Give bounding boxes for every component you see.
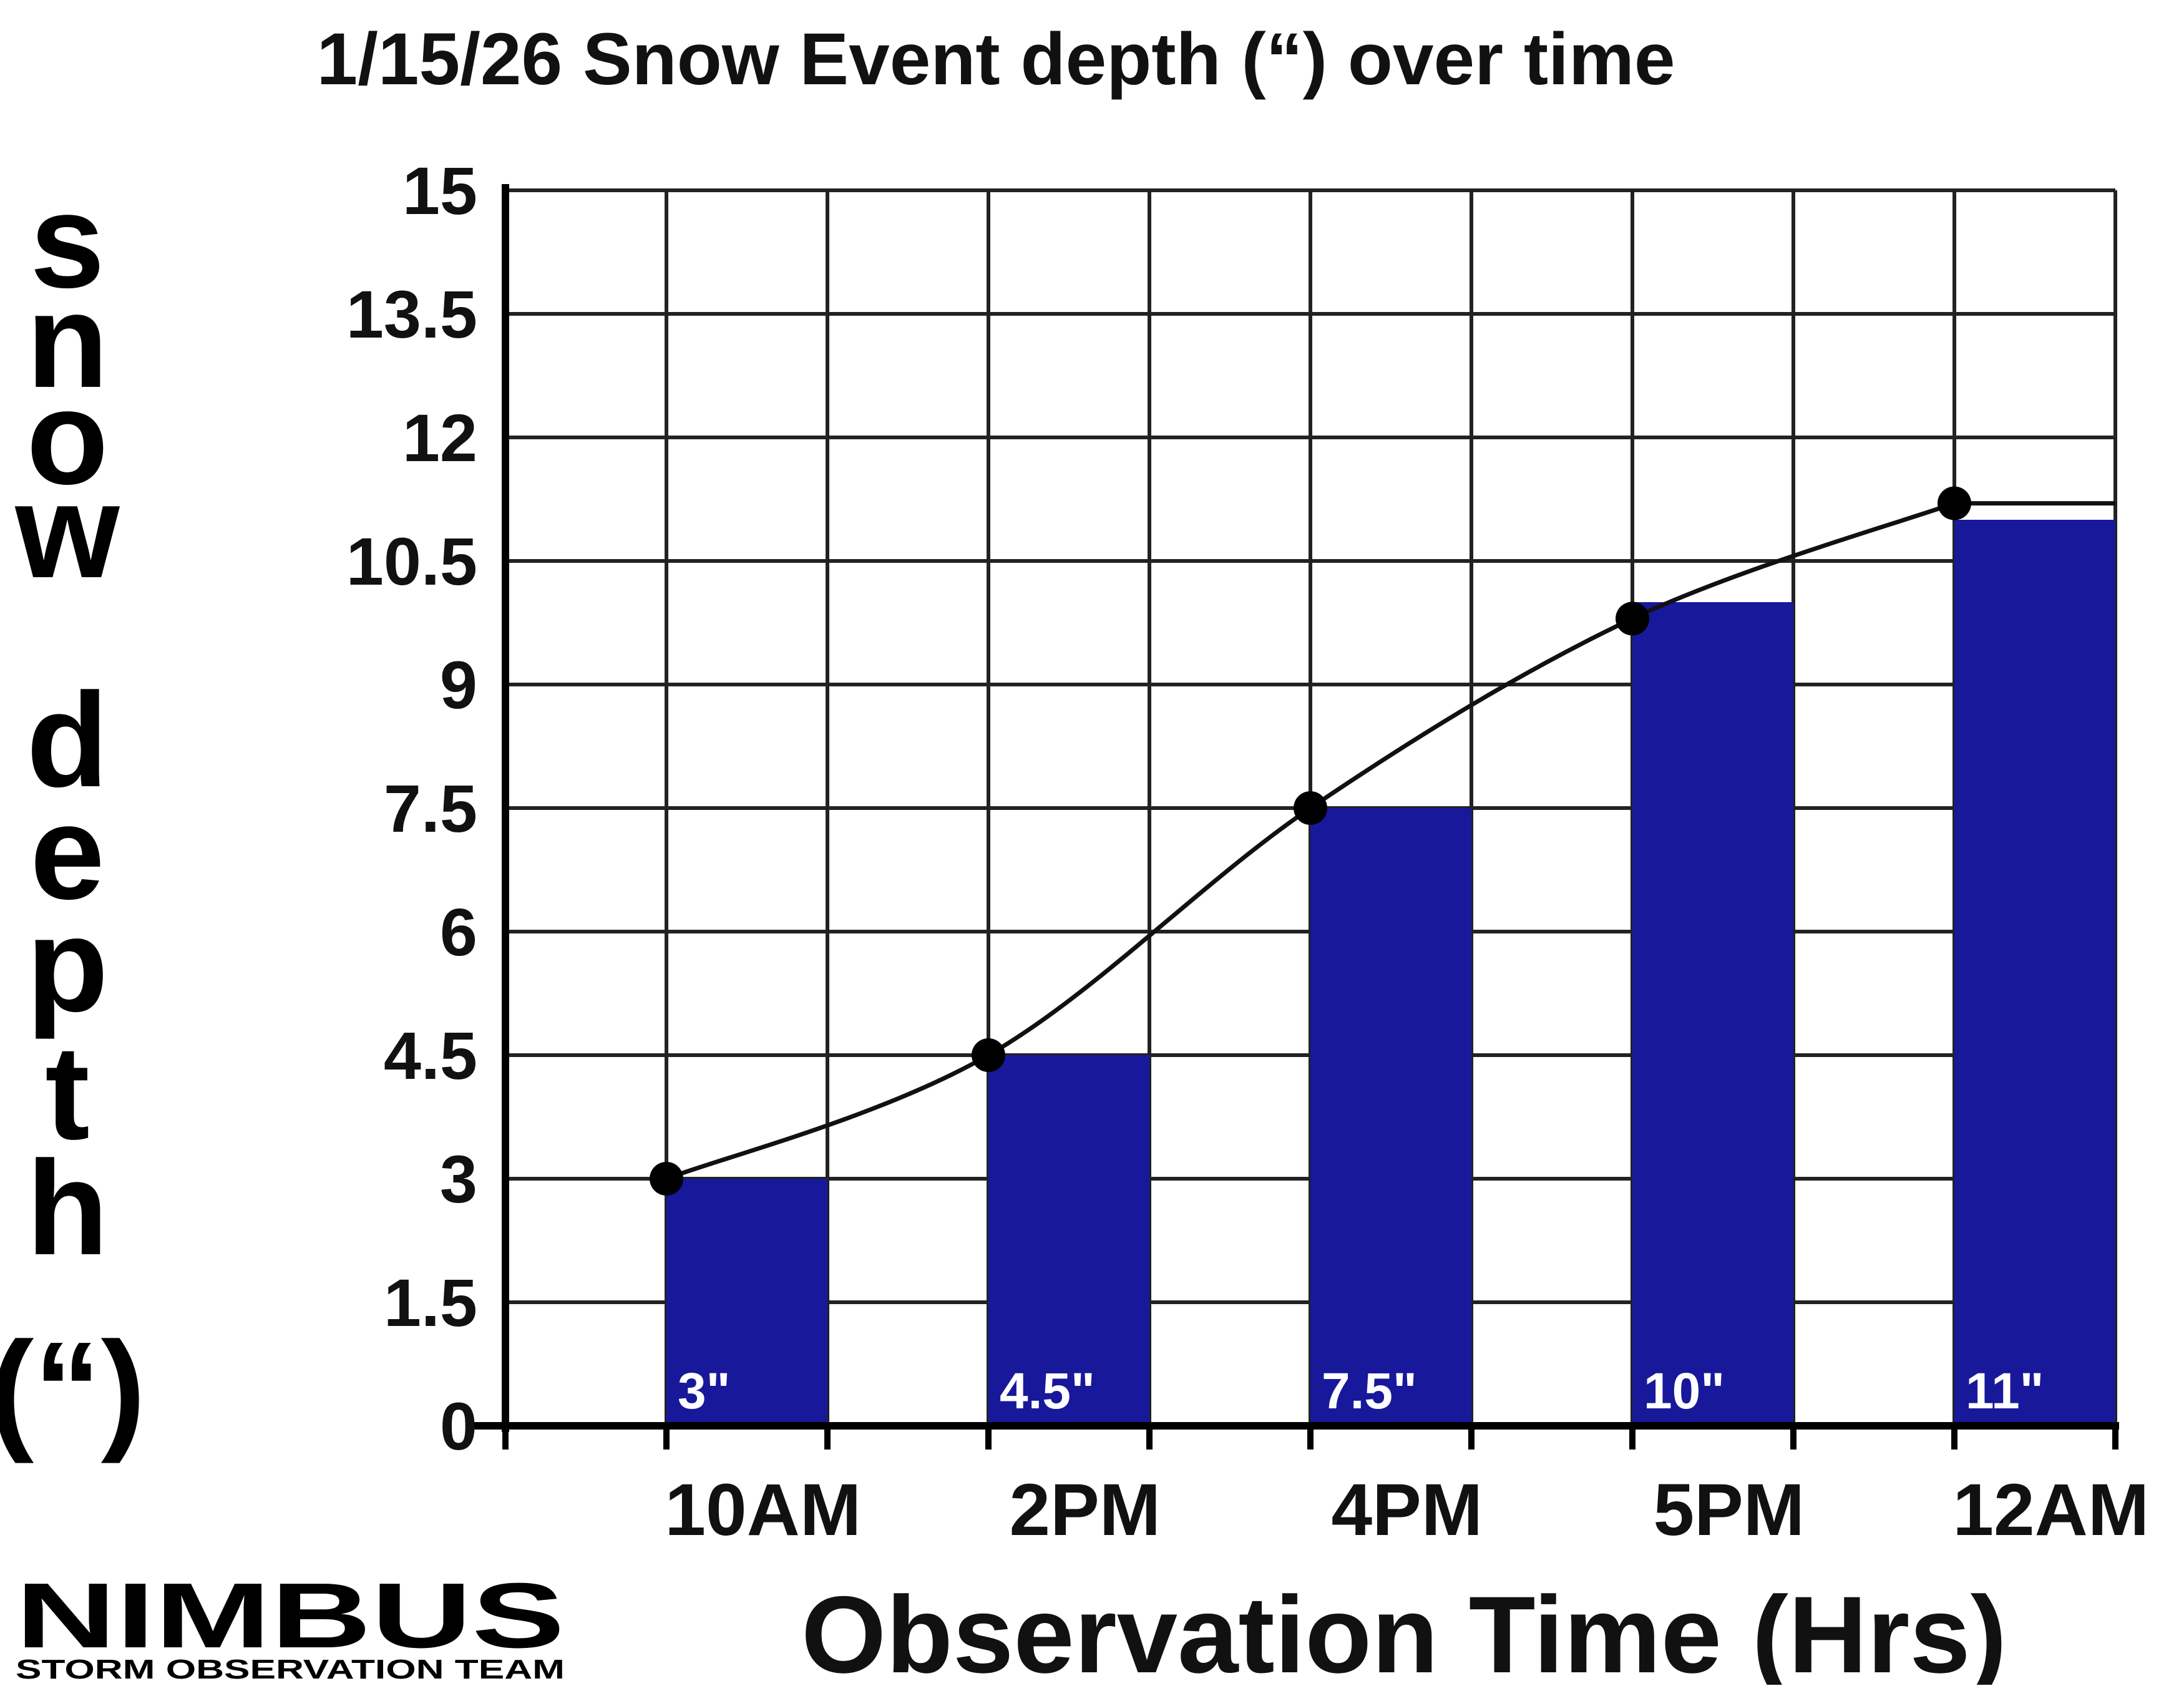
- y-axis-label-char: w: [14, 456, 120, 606]
- bar-value-label: 11": [1966, 1363, 2044, 1420]
- x-tick-label: 4PM: [1331, 1469, 1483, 1551]
- logo-wordmark: NIMBUS: [16, 1576, 565, 1667]
- trend-line: [650, 486, 2115, 1196]
- nimbus-logo: NIMBUS STORM OBSERVATION TEAM: [16, 1564, 577, 1688]
- data-point-marker: [1294, 791, 1327, 825]
- bar-value-label: 10": [1644, 1363, 1725, 1420]
- y-tick-label: 6: [440, 894, 477, 970]
- y-axis-label-char: h: [26, 1133, 108, 1283]
- y-tick-label: 10.5: [346, 524, 477, 599]
- y-tick-label: 1.5: [384, 1265, 477, 1340]
- y-axis-label-char: d: [26, 665, 108, 815]
- chart-title: 1/15/26 Snow Event depth (“) over time: [316, 18, 1675, 100]
- bar-value-label: 7.5": [1322, 1363, 1417, 1420]
- y-axis-label-char: (“): [0, 1313, 145, 1464]
- bar-12am: [1954, 520, 2115, 1426]
- x-tick-labels: 10AM 2PM 4PM 5PM 12AM: [665, 1469, 2149, 1551]
- y-axis-label-char: n: [26, 265, 108, 416]
- y-tick-label: 0: [440, 1388, 477, 1464]
- data-point-marker: [1938, 486, 1971, 520]
- x-tick-label: 2PM: [1009, 1469, 1161, 1551]
- axes: [474, 184, 2119, 1450]
- x-axis-label: Observation Time (Hrs): [801, 1574, 2007, 1685]
- y-tick-labels: 0 1.5 3 4.5 6 7.5 9 10.5 12 13.5 15: [346, 153, 477, 1464]
- bar-4pm: [1310, 808, 1471, 1426]
- y-axis-label-char: s: [30, 165, 105, 316]
- y-axis-label-char: o: [26, 362, 108, 512]
- y-tick-label: 9: [440, 647, 477, 723]
- data-point-marker: [1616, 602, 1649, 636]
- y-tick-label: 12: [402, 400, 477, 475]
- bar-5pm: [1632, 602, 1793, 1426]
- bar-2pm: [988, 1055, 1149, 1426]
- y-axis-label-char: p: [26, 889, 108, 1040]
- y-tick-label: 7.5: [384, 771, 477, 846]
- y-tick-label: 15: [402, 153, 477, 228]
- bar-value-label: 3": [678, 1363, 730, 1420]
- data-point-marker: [650, 1162, 683, 1196]
- y-tick-label: 4.5: [384, 1018, 477, 1093]
- y-tick-label: 13.5: [346, 276, 477, 352]
- data-point-marker: [972, 1038, 1005, 1072]
- x-tick-label: 5PM: [1653, 1469, 1805, 1551]
- x-tick-label: 12AM: [1952, 1469, 2149, 1551]
- x-tick-label: 10AM: [665, 1469, 861, 1551]
- y-axis-label-char: e: [30, 777, 105, 927]
- bar-labels: 3" 4.5" 7.5" 10" 11": [678, 1363, 2044, 1420]
- bar-10am: [666, 1179, 827, 1426]
- y-tick-label: 3: [440, 1141, 477, 1217]
- logo-tagline: STORM OBSERVATION TEAM: [16, 1654, 565, 1685]
- bar-value-label: 4.5": [1000, 1363, 1095, 1420]
- y-axis-label-char: t: [45, 1017, 90, 1167]
- bars: [666, 520, 2115, 1426]
